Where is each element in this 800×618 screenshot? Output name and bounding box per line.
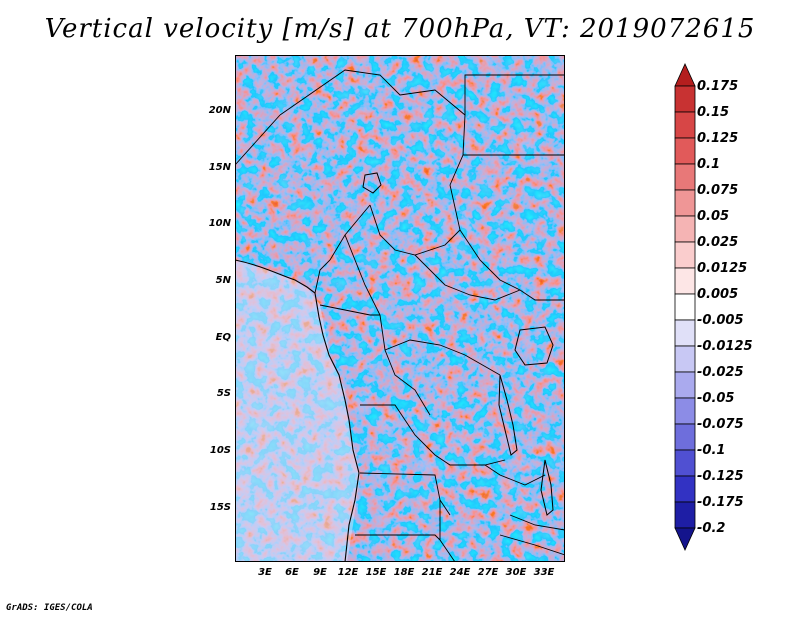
colorbar-label: -0.2	[697, 521, 726, 536]
colorbar-label: 0.1	[697, 157, 721, 172]
lon-label-21e: 21E	[421, 567, 443, 578]
map-panel	[235, 55, 565, 562]
colorbar-label: -0.1	[697, 443, 726, 458]
colorbar-label: 0.125	[697, 131, 739, 146]
colorbar-swatch	[674, 397, 696, 425]
lake-victoria	[514, 326, 554, 366]
colorbar-swatch	[674, 423, 696, 451]
colorbar-label: 0.005	[697, 287, 739, 302]
colorbar-swatch	[674, 475, 696, 503]
lake-malawi	[540, 459, 554, 516]
colorbar-swatch	[674, 319, 696, 347]
colorbar-label: -0.005	[697, 313, 744, 328]
lon-label-3e: 3E	[258, 567, 272, 578]
colorbar-label: 0.025	[697, 235, 739, 250]
lat-label-20n: 20N	[208, 105, 231, 116]
colorbar	[674, 63, 696, 551]
colorbar-label: -0.025	[697, 365, 744, 380]
lat-label-15n: 15N	[208, 162, 231, 173]
colorbar-swatch	[674, 371, 696, 399]
footer-credit: GrADS: IGES/COLA	[6, 603, 93, 613]
colorbar-swatch	[674, 449, 696, 477]
colorbar-swatch	[674, 293, 696, 321]
lon-label-15e: 15E	[365, 567, 387, 578]
lake-chad	[362, 172, 382, 194]
colorbar-label: -0.075	[697, 417, 744, 432]
map-title: Vertical velocity [m/s] at 700hPa, VT: 2…	[44, 14, 756, 44]
vertical-velocity-map	[235, 55, 565, 562]
colorbar-label: -0.05	[697, 391, 735, 406]
lon-label-27e: 27E	[477, 567, 499, 578]
colorbar-swatch	[674, 137, 696, 165]
colorbar-swatch	[674, 501, 696, 529]
lat-label-10s: 10S	[209, 445, 231, 456]
lat-label-eq: EQ	[215, 332, 231, 343]
coastline	[235, 259, 360, 562]
lake-tanganyika	[498, 374, 518, 456]
lon-label-30e: 30E	[505, 567, 527, 578]
lat-label-15s: 15S	[209, 502, 231, 513]
atlantic-ocean-area	[235, 260, 360, 562]
map-border	[235, 55, 565, 562]
colorbar-swatch	[674, 189, 696, 217]
colorbar-swatch	[674, 267, 696, 295]
colorbar-swatch	[674, 163, 696, 191]
colorbar-label: 0.175	[697, 79, 739, 94]
colorbar-label: 0.075	[697, 183, 739, 198]
lon-label-6e: 6E	[285, 567, 299, 578]
colorbar-bottom-arrow	[674, 527, 696, 551]
colorbar-label: -0.125	[697, 469, 744, 484]
colorbar-swatch	[674, 85, 696, 113]
lon-label-12e: 12E	[337, 567, 359, 578]
colorbar-swatch	[674, 241, 696, 269]
lon-label-33e: 33E	[533, 567, 555, 578]
colorbar-label: 0.0125	[697, 261, 748, 276]
lon-label-18e: 18E	[393, 567, 415, 578]
lon-label-9e: 9E	[313, 567, 327, 578]
colorbar-swatch	[674, 111, 696, 139]
colorbar-label: 0.05	[697, 209, 730, 224]
lat-label-5s: 5S	[216, 388, 231, 399]
colorbar-label: -0.0125	[697, 339, 753, 354]
colorbar-top-arrow	[674, 63, 696, 87]
lat-label-10n: 10N	[208, 218, 231, 229]
country-borders	[235, 55, 565, 562]
colorbar-swatch	[674, 215, 696, 243]
colorbar-label: 0.15	[697, 105, 730, 120]
colorbar-label: -0.175	[697, 495, 744, 510]
colorbar-swatch	[674, 345, 696, 373]
lat-label-5n: 5N	[215, 275, 231, 286]
lon-label-24e: 24E	[449, 567, 471, 578]
